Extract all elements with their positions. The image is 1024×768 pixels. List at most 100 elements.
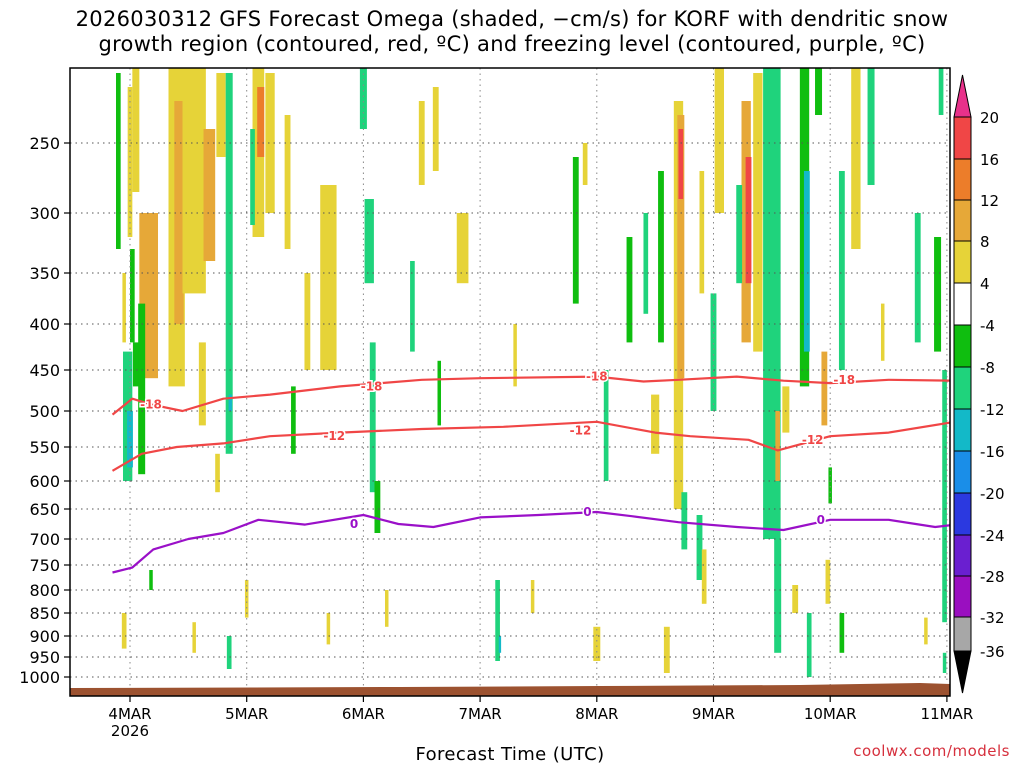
omega-cell xyxy=(851,68,861,249)
freezing-level-contour xyxy=(112,510,950,574)
colorbar-swatch xyxy=(953,116,972,160)
omega-cell xyxy=(934,237,942,352)
chart-title-line-2: growth region (contoured, red, ºC) and f… xyxy=(98,32,926,56)
contour-label: 0 xyxy=(817,513,825,527)
x-tick-year-label: 2026 xyxy=(111,722,149,740)
dgz-contour-minus18 xyxy=(111,375,950,416)
contour-label: -18 xyxy=(833,373,855,387)
colorbar-label: 8 xyxy=(980,233,990,251)
omega-cell xyxy=(626,237,633,343)
x-tick-label: 4MAR xyxy=(108,705,151,723)
colorbar-swatch xyxy=(953,324,972,368)
colorbar: 20 16 12 8 4 -4 -8 -12 -16 -20 -24 -28 -32 -36 xyxy=(953,74,1005,694)
colorbar-swatch xyxy=(953,158,972,201)
omega-cell xyxy=(745,157,752,284)
y-tick-label: 400 xyxy=(29,315,60,334)
omega-cell xyxy=(149,570,153,590)
y-tick-label: 350 xyxy=(29,264,60,283)
omega-cell xyxy=(658,171,664,343)
y-tick-label: 900 xyxy=(29,627,60,646)
x-tick-label: 10MAR xyxy=(804,705,857,723)
colorbar-label: 16 xyxy=(980,151,999,169)
omega-cell xyxy=(127,411,133,468)
plot-frame xyxy=(69,67,951,697)
omega-cell xyxy=(803,171,810,352)
contour-label: -18 xyxy=(586,370,608,384)
colorbar-swatch xyxy=(953,492,972,536)
omega-cell xyxy=(265,73,275,213)
omega-cell xyxy=(736,185,743,284)
colorbar-swatch xyxy=(953,240,972,284)
x-axis-title: Forecast Time (UTC) xyxy=(415,744,605,765)
colorbar-swatch xyxy=(953,74,972,118)
colorbar-label: 20 xyxy=(980,109,999,127)
omega-cell xyxy=(495,580,500,661)
omega-cell xyxy=(678,129,684,199)
omega-cell xyxy=(174,101,184,324)
y-tick-label: 950 xyxy=(29,648,60,667)
omega-cell xyxy=(226,636,232,669)
contour-lines xyxy=(111,375,950,574)
omega-cell xyxy=(582,143,588,185)
contour-label: 0 xyxy=(583,505,591,519)
ground-surface xyxy=(70,683,950,696)
y-tick-label: 1000 xyxy=(19,668,60,687)
contour-labels: -18 -18 -18 -18 -12 -12 -12 0 0 0 xyxy=(139,368,857,532)
colorbar-swatch xyxy=(953,616,972,652)
contour-label: -18 xyxy=(361,379,383,393)
colorbar-label: -28 xyxy=(980,568,1005,586)
omega-cell xyxy=(198,342,206,426)
colorbar-swatch xyxy=(953,408,972,452)
omega-cell xyxy=(513,324,517,387)
contour-label: -12 xyxy=(323,429,345,443)
colorbar-label: -16 xyxy=(980,443,1005,461)
x-axis: 4MAR 5MAR 6MAR 7MAR 8MAR 9MAR 10MAR 11MAR 2026 xyxy=(108,696,973,740)
omega-cell xyxy=(364,199,374,284)
omega-cell xyxy=(825,559,831,604)
omega-cell xyxy=(651,394,660,454)
colorbar-label: -36 xyxy=(980,643,1005,661)
contour-label: -12 xyxy=(570,423,592,437)
omega-cell xyxy=(774,539,782,653)
grid-lines xyxy=(70,68,950,696)
omega-cell xyxy=(374,481,381,533)
omega-cell xyxy=(815,68,823,115)
omega-cell xyxy=(244,580,249,618)
omega-cell xyxy=(753,73,763,352)
y-tick-label: 850 xyxy=(29,604,60,623)
omega-cell xyxy=(914,213,921,343)
colorbar-label: -4 xyxy=(980,317,995,335)
omega-cell xyxy=(938,68,944,115)
x-tick-label: 11MAR xyxy=(921,705,974,723)
omega-cell xyxy=(192,622,196,653)
colorbar-label: -24 xyxy=(980,527,1005,545)
colorbar-label: 4 xyxy=(980,275,990,293)
omega-cell xyxy=(782,386,790,433)
omega-cell xyxy=(121,613,127,649)
omega-cell xyxy=(410,261,415,352)
omega-cell xyxy=(326,613,331,645)
colorbar-swatch xyxy=(953,199,972,242)
omega-cell xyxy=(203,129,216,261)
omega-cell xyxy=(603,370,609,481)
colorbar-label: -8 xyxy=(980,359,995,377)
omega-cell xyxy=(643,213,649,314)
omega-cell xyxy=(122,273,126,343)
y-tick-label: 450 xyxy=(29,361,60,380)
omega-shading xyxy=(115,68,950,677)
omega-cell xyxy=(880,303,885,361)
omega-cell xyxy=(284,115,291,249)
colorbar-label: -20 xyxy=(980,485,1005,503)
y-tick-label: 250 xyxy=(29,134,60,153)
omega-cell xyxy=(369,342,376,493)
contour-label: 0 xyxy=(350,517,358,531)
omega-cell xyxy=(699,171,705,294)
omega-cell xyxy=(498,636,502,653)
x-tick-label: 8MAR xyxy=(575,705,618,723)
omega-cell xyxy=(714,68,725,213)
omega-cell xyxy=(677,115,685,379)
colorbar-swatch xyxy=(953,366,972,410)
y-axis: 250 300 350 400 450 500 550 600 650 700 750 800 850 9… xyxy=(19,134,70,687)
y-tick-label: 500 xyxy=(29,402,60,421)
